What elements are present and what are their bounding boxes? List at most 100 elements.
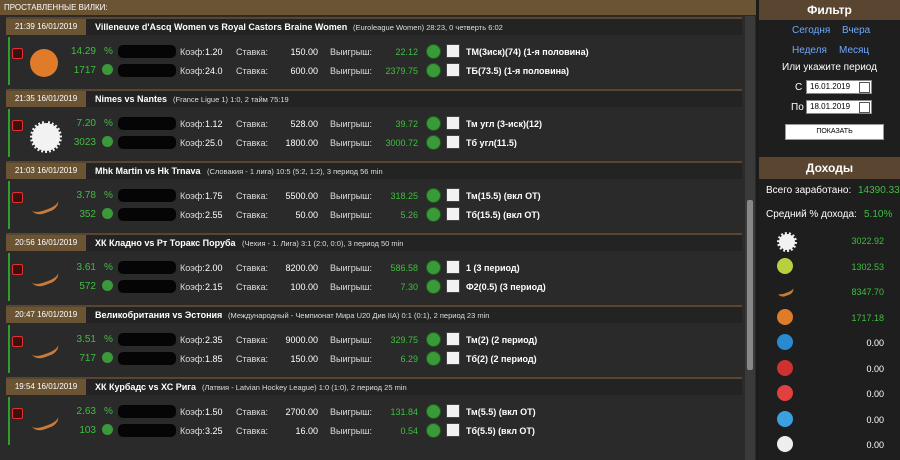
- win-label: Выигрыш:: [330, 47, 372, 57]
- sport-income: 0.00: [866, 338, 884, 348]
- link[interactable]: Вчера: [842, 25, 871, 36]
- check-button[interactable]: [446, 279, 460, 293]
- coef-value: 2.55: [205, 210, 223, 220]
- sport-icon: [777, 257, 793, 274]
- match-info: (Euroleague Women) 28:23, 0 четверть 6:0…: [353, 23, 503, 32]
- bet-name: ТБ(73.5) (1-я половина): [466, 66, 570, 76]
- check-button[interactable]: [446, 423, 460, 437]
- ruble-button[interactable]: [426, 207, 441, 222]
- bet-name: Ф2(0.5) (3 период): [466, 282, 546, 292]
- win-value: 3000.72: [385, 138, 418, 148]
- coef-value: 24.0: [205, 66, 223, 76]
- ruble-button[interactable]: [426, 279, 441, 294]
- ruble-button[interactable]: [426, 260, 441, 275]
- bet-name: Тб(15.5) (вкл ОТ): [466, 210, 540, 220]
- coef-label: Коэф:: [180, 354, 205, 364]
- win-value: 7.30: [400, 282, 418, 292]
- status-bar: [8, 181, 10, 229]
- coef-value: 1.85: [205, 354, 223, 364]
- sport-icon: [777, 359, 793, 376]
- to-input[interactable]: 18.01.2019: [806, 100, 872, 114]
- delete-icon[interactable]: [12, 192, 23, 203]
- ruble-icon: [102, 424, 113, 435]
- scroll-thumb[interactable]: [747, 200, 753, 370]
- row-number: 3023: [73, 137, 96, 148]
- check-button[interactable]: [446, 260, 460, 274]
- redacted: [118, 208, 176, 221]
- sport-icon: [777, 232, 797, 252]
- row-number: 2.63: [76, 406, 96, 417]
- from-input[interactable]: 16.01.2019: [806, 80, 872, 94]
- period-label: Или укажите период: [782, 62, 877, 73]
- check-button[interactable]: [446, 188, 460, 202]
- row-number: 352: [79, 209, 96, 220]
- coef-value: 3.25: [205, 426, 223, 436]
- stake-label: Ставка:: [236, 138, 268, 148]
- check-button[interactable]: [446, 44, 460, 58]
- check-button[interactable]: [446, 351, 460, 365]
- redacted: [118, 280, 176, 293]
- stake-label: Ставка:: [236, 66, 268, 76]
- coef-value: 1.75: [205, 191, 223, 201]
- check-button[interactable]: [446, 332, 460, 346]
- pct-sign: %: [104, 262, 113, 273]
- stake-label: Ставка:: [236, 191, 268, 201]
- card-time: 20:56 16/01/2019: [6, 235, 86, 251]
- win-label: Выигрыш:: [330, 138, 372, 148]
- redacted: [118, 117, 176, 130]
- stake-value: 1800.00: [285, 138, 318, 148]
- link[interactable]: Сегодня: [792, 25, 831, 36]
- delete-icon[interactable]: [12, 48, 23, 59]
- calendar-icon[interactable]: [859, 102, 870, 113]
- ruble-button[interactable]: [426, 423, 441, 438]
- delete-icon[interactable]: [12, 120, 23, 131]
- redacted: [118, 64, 176, 77]
- ruble-button[interactable]: [426, 332, 441, 347]
- ruble-button[interactable]: [426, 63, 441, 78]
- ruble-button[interactable]: [426, 116, 441, 131]
- coef-label: Коэф:: [180, 66, 205, 76]
- win-label: Выигрыш:: [330, 263, 372, 273]
- stake-label: Ставка:: [236, 119, 268, 129]
- stake-value: 50.00: [295, 210, 318, 220]
- ruble-button[interactable]: [426, 188, 441, 203]
- check-button[interactable]: [446, 116, 460, 130]
- show-button[interactable]: ПОКАЗАТЬ: [785, 124, 884, 140]
- calendar-icon[interactable]: [859, 82, 870, 93]
- sport-income: 8347.70: [851, 287, 884, 297]
- coef-label: Коэф:: [180, 119, 205, 129]
- ruble-icon: [102, 64, 113, 75]
- win-value: 318.25: [390, 191, 418, 201]
- ruble-button[interactable]: [426, 351, 441, 366]
- sport-income: 0.00: [866, 440, 884, 450]
- win-value: 2379.75: [385, 66, 418, 76]
- stake-label: Ставка:: [236, 407, 268, 417]
- card-header: [6, 161, 742, 179]
- link[interactable]: Месяц: [839, 45, 870, 56]
- card-header: [6, 377, 742, 395]
- ruble-button[interactable]: [426, 135, 441, 150]
- status-bar: [8, 109, 10, 157]
- status-bar: [8, 325, 10, 373]
- delete-icon[interactable]: [12, 264, 23, 275]
- sport-income: 0.00: [866, 363, 884, 374]
- win-label: Выигрыш:: [330, 407, 372, 417]
- stake-value: 9000.00: [285, 335, 318, 345]
- stake-label: Ставка:: [236, 282, 268, 292]
- check-button[interactable]: [446, 404, 460, 418]
- delete-icon[interactable]: [12, 336, 23, 347]
- ruble-button[interactable]: [426, 404, 441, 419]
- match-name: ХК Курбадс vs ХС Рига: [95, 382, 196, 392]
- link[interactable]: Неделя: [792, 45, 827, 56]
- check-button[interactable]: [446, 63, 460, 77]
- delete-icon[interactable]: [12, 408, 23, 419]
- win-value: 0.54: [400, 426, 418, 436]
- stake-value: 150.00: [290, 354, 318, 364]
- to-label: По: [791, 102, 804, 113]
- coef-label: Коэф:: [180, 138, 205, 148]
- ruble-button[interactable]: [426, 44, 441, 59]
- bet-name: Тм(2) (2 период): [466, 335, 538, 345]
- check-button[interactable]: [446, 135, 460, 149]
- sport-icon: [775, 280, 795, 298]
- check-button[interactable]: [446, 207, 460, 221]
